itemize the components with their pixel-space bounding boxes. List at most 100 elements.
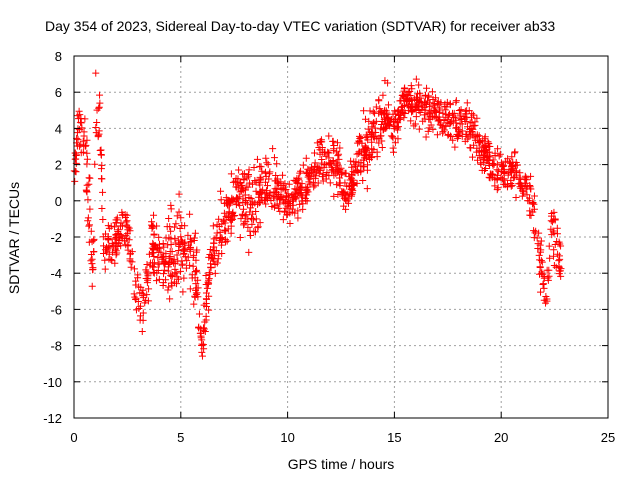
data-point xyxy=(432,107,440,115)
data-point xyxy=(512,167,520,175)
data-point xyxy=(86,205,94,213)
data-point xyxy=(215,215,223,223)
data-point xyxy=(458,116,466,124)
data-point xyxy=(547,212,555,220)
data-point xyxy=(362,131,370,139)
data-point xyxy=(249,198,257,206)
data-point xyxy=(239,205,247,213)
data-point xyxy=(442,111,450,119)
data-point xyxy=(372,103,380,111)
data-point xyxy=(463,107,471,115)
data-point xyxy=(342,169,350,177)
data-point xyxy=(262,200,270,208)
data-point xyxy=(506,158,514,166)
data-point xyxy=(253,155,261,163)
data-point xyxy=(95,104,103,112)
data-point xyxy=(359,156,367,164)
data-point xyxy=(191,229,199,237)
data-point xyxy=(340,188,348,196)
data-point xyxy=(240,219,248,227)
data-point xyxy=(122,218,130,226)
data-point xyxy=(272,189,280,197)
data-point xyxy=(272,171,280,179)
data-point xyxy=(326,179,334,187)
y-tick-label: -6 xyxy=(50,302,62,317)
y-tick-label: -2 xyxy=(50,230,62,245)
data-point xyxy=(431,112,439,120)
data-point xyxy=(95,103,103,111)
data-point xyxy=(510,173,518,181)
data-point xyxy=(500,165,508,173)
data-point xyxy=(134,271,142,279)
data-point xyxy=(539,280,547,288)
data-point xyxy=(160,258,168,266)
data-point xyxy=(174,257,182,265)
data-point xyxy=(457,106,465,114)
data-point xyxy=(507,162,515,170)
data-point xyxy=(105,224,113,232)
data-point xyxy=(348,192,356,200)
data-point xyxy=(209,255,217,263)
data-point xyxy=(166,295,174,303)
data-point xyxy=(518,181,526,189)
data-point xyxy=(142,296,150,304)
data-point xyxy=(175,190,183,198)
data-point xyxy=(497,159,505,167)
data-point xyxy=(468,118,476,126)
data-point xyxy=(172,239,180,247)
data-point xyxy=(87,227,95,235)
data-point xyxy=(95,130,103,138)
data-point xyxy=(297,183,305,191)
data-point xyxy=(166,259,174,267)
data-point xyxy=(252,207,260,215)
data-point xyxy=(177,233,185,241)
data-point xyxy=(173,251,181,259)
data-point xyxy=(400,114,408,122)
data-point xyxy=(536,270,544,278)
data-point xyxy=(227,170,235,178)
data-point xyxy=(145,285,153,293)
data-point xyxy=(286,201,294,209)
data-point xyxy=(550,246,558,254)
data-point xyxy=(330,145,338,153)
data-point xyxy=(481,151,489,159)
data-point xyxy=(434,97,442,105)
data-point xyxy=(92,69,100,77)
data-point xyxy=(203,284,211,292)
data-point xyxy=(368,138,376,146)
data-point xyxy=(294,207,302,215)
data-point xyxy=(486,174,494,182)
data-point xyxy=(217,196,225,204)
data-point xyxy=(391,139,399,147)
data-point xyxy=(299,161,307,169)
data-point xyxy=(100,242,108,250)
data-point xyxy=(317,136,325,144)
data-point xyxy=(537,288,545,296)
data-point xyxy=(232,174,240,182)
data-point xyxy=(187,237,195,245)
data-point xyxy=(235,166,243,174)
data-point xyxy=(347,185,355,193)
data-point xyxy=(111,245,119,253)
data-point xyxy=(154,244,162,252)
data-point xyxy=(394,106,402,114)
data-point xyxy=(202,271,210,279)
data-point xyxy=(80,141,88,149)
data-point xyxy=(83,155,91,163)
data-point xyxy=(411,95,419,103)
data-point xyxy=(89,264,97,272)
data-point xyxy=(242,218,250,226)
data-point xyxy=(97,151,105,159)
data-point xyxy=(125,224,133,232)
data-point xyxy=(244,172,252,180)
y-tick-label: 2 xyxy=(55,158,62,173)
x-tick-label: 10 xyxy=(280,430,294,445)
data-point xyxy=(544,274,552,282)
data-point xyxy=(318,144,326,152)
data-point xyxy=(400,85,408,93)
data-point xyxy=(197,332,205,340)
data-point xyxy=(394,135,402,143)
data-point xyxy=(96,91,104,99)
data-point xyxy=(102,230,110,238)
data-point xyxy=(412,75,420,83)
